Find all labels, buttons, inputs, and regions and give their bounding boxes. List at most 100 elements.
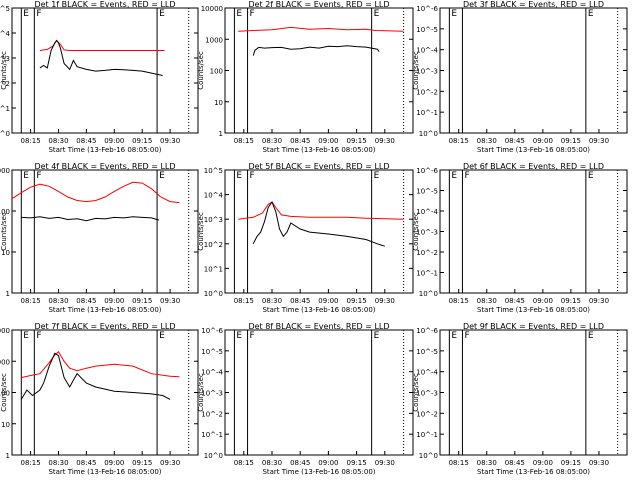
time-marker-label: F [464, 331, 469, 341]
y-tick-label: 10^-3 [201, 390, 223, 398]
chart-panel-3: Det 3f BLACK = Events, RED = LLD Counts/s… [412, 0, 628, 154]
x-tick-label: 09:30 [375, 459, 395, 467]
plot-frame [439, 329, 628, 456]
series-line-events [252, 200, 385, 247]
x-tick-label: 09:30 [589, 297, 609, 305]
y-tick-label: 10 [214, 99, 223, 107]
y-tick-label: 10^-6 [416, 167, 438, 175]
time-marker-label: E [588, 9, 594, 19]
y-tick-label: 10^4 [204, 192, 224, 200]
x-tick-label: 09:00 [318, 459, 338, 467]
x-tick-label: 09:00 [533, 137, 553, 145]
time-marker-label: E [451, 171, 457, 181]
plot-frame [224, 169, 414, 294]
series-line-lld [39, 39, 165, 51]
time-marker-label: E [451, 9, 457, 19]
chart-title: Det 9f BLACK = Events, RED = LLD [463, 322, 604, 331]
y-axis-label: Counts/sec [197, 212, 205, 251]
time-marker-label: E [159, 331, 165, 341]
time-marker-label: E [236, 9, 242, 19]
x-tick-label: 08:30 [262, 137, 282, 145]
y-axis-label: Counts/sec [0, 51, 8, 90]
series-line-lld [238, 201, 404, 220]
x-tick-label: 09:00 [318, 297, 338, 305]
y-tick-label: 10^1 [0, 105, 10, 113]
x-tick-label: 09:15 [132, 137, 152, 145]
y-tick-label: 1000 [0, 167, 10, 175]
x-tick-label: 08:15 [449, 459, 469, 467]
x-axis-label: Start Time (13-Feb-16 08:05:00) [262, 146, 375, 154]
time-marker-label: E [23, 9, 29, 19]
time-marker-label: F [250, 331, 255, 341]
x-axis-label: Start Time (13-Feb-16 08:05:00) [477, 306, 590, 314]
y-tick-label: 10^5 [204, 167, 223, 175]
y-tick-label: 100 [0, 208, 10, 216]
time-marker-label: E [588, 171, 594, 181]
y-tick-label: 10^-3 [416, 390, 438, 398]
y-tick-label: 10^-2 [416, 88, 438, 96]
x-tick-label: 08:15 [449, 297, 469, 305]
x-tick-label: 08:45 [505, 137, 525, 145]
x-tick-label: 09:15 [347, 297, 367, 305]
y-tick-label: 10^4 [0, 30, 11, 38]
y-tick-label: 10^-2 [416, 249, 438, 257]
y-tick-label: 10^0 [419, 130, 438, 138]
x-tick-label: 08:15 [234, 459, 254, 467]
x-tick-label: 09:30 [160, 459, 180, 467]
y-tick-label: 10000 [201, 5, 223, 13]
chart-title: Det 7f BLACK = Events, RED = LLD [34, 322, 175, 331]
time-marker-label: F [250, 9, 255, 19]
x-tick-label: 08:45 [505, 459, 525, 467]
chart-panel-6: Det 6f BLACK = Events, RED = LLD Counts/s… [412, 162, 628, 314]
time-marker-label: F [36, 171, 41, 181]
y-tick-label: 10^-5 [416, 26, 438, 34]
y-tick-label: 1000 [0, 358, 10, 366]
y-tick-label: 10^3 [0, 55, 10, 63]
y-tick-label: 10^0 [419, 452, 438, 460]
series-line-events [39, 39, 163, 76]
x-axis-label: Start Time (13-Feb-16 08:05:00) [262, 306, 375, 314]
x-tick-label: 08:30 [477, 297, 497, 305]
chart-title: Det 6f BLACK = Events, RED = LLD [463, 162, 604, 171]
x-tick-label: 08:15 [21, 459, 41, 467]
x-tick-label: 08:15 [21, 297, 41, 305]
chart-title: Det 2f BLACK = Events, RED = LLD [248, 0, 389, 9]
x-tick-label: 09:00 [104, 297, 124, 305]
chart-title: Det 3f BLACK = Events, RED = LLD [463, 0, 604, 9]
x-axis-label: Start Time (13-Feb-16 08:05:00) [48, 468, 161, 476]
y-tick-label: 10^0 [204, 452, 223, 460]
x-tick-label: 08:30 [477, 137, 497, 145]
x-tick-label: 08:45 [76, 297, 96, 305]
x-tick-label: 08:15 [21, 137, 41, 145]
chart-panel-9: Det 9f BLACK = Events, RED = LLD Counts/s… [412, 322, 628, 476]
y-tick-label: 1 [219, 130, 223, 138]
x-tick-label: 09:15 [132, 297, 152, 305]
y-tick-label: 10^0 [419, 290, 438, 298]
x-tick-label: 08:45 [290, 137, 310, 145]
x-tick-label: 08:15 [234, 137, 254, 145]
x-tick-label: 09:30 [589, 137, 609, 145]
y-tick-label: 10^0 [0, 130, 10, 138]
y-tick-label: 10^5 [0, 5, 10, 13]
chart-panel-4: Det 4f BLACK = Events, RED = LLD Counts/s… [0, 162, 199, 314]
x-tick-label: 08:45 [76, 137, 96, 145]
y-axis-label: Counts/sec [0, 212, 8, 251]
y-tick-label: 10^-2 [416, 410, 438, 418]
x-tick-label: 09:30 [589, 459, 609, 467]
y-tick-label: 10^-1 [416, 109, 438, 117]
x-tick-label: 09:15 [347, 137, 367, 145]
series-line-lld [21, 351, 180, 379]
x-tick-label: 08:30 [48, 459, 68, 467]
y-tick-label: 10^-4 [201, 369, 223, 377]
x-tick-label: 09:00 [104, 459, 124, 467]
x-tick-label: 09:00 [533, 459, 553, 467]
time-marker-label: E [159, 9, 165, 19]
y-tick-label: 10^-1 [416, 270, 438, 278]
x-axis-label: Start Time (13-Feb-16 08:05:00) [48, 146, 161, 154]
chart-panel-1: Det 1f BLACK = Events, RED = LLD Counts/s… [0, 0, 199, 154]
chart-panel-2: Det 2f BLACK = Events, RED = LLD Counts/s… [197, 0, 414, 154]
x-tick-label: 09:15 [347, 459, 367, 467]
y-tick-label: 10^-6 [201, 327, 223, 335]
